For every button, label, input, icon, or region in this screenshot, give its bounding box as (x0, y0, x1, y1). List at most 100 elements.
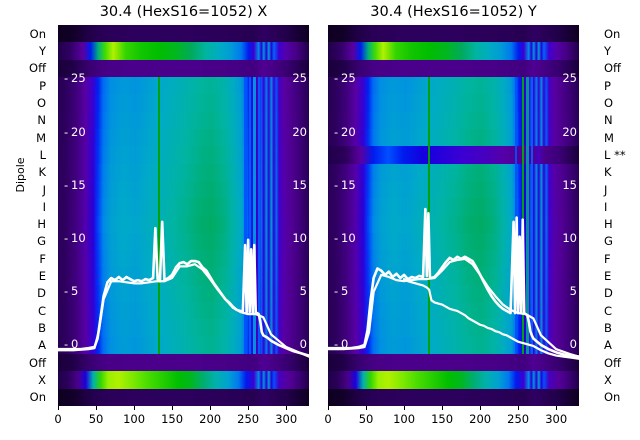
category-label-o-4: O (604, 95, 614, 110)
inner-y-tick-right-10: 10 (562, 230, 577, 245)
x-tick-label: 250 (507, 412, 530, 426)
category-label-f-13: F (604, 251, 611, 266)
category-label-g-12: G (37, 234, 46, 249)
heatmap-vertical-stripe-4 (257, 76, 261, 355)
x-tick-label: 150 (431, 412, 454, 426)
x-tick-mark (365, 406, 367, 410)
x-tick-50: 50 (81, 406, 111, 426)
heatmap-row-2 (58, 59, 309, 78)
inner-y-tick-left-10: -10 (64, 230, 86, 245)
inner-y-tick-left-25: -25 (64, 71, 86, 86)
x-tick-150: 150 (157, 406, 187, 426)
x-tick-100: 100 (119, 406, 149, 426)
x-tick-300: 300 (271, 406, 301, 426)
inner-y-tick-right-5: 5 (299, 283, 307, 298)
category-label-m-6: M (36, 130, 46, 145)
category-label-on-21: On (604, 390, 621, 405)
category-label-off-19: Off (604, 355, 621, 370)
category-label-n-5: N (604, 113, 613, 128)
category-label-n-5: N (37, 113, 46, 128)
overlay-curve-profile-x-2 (58, 263, 309, 358)
panel-title-y: 30.4 (HexS16=1052) Y (370, 4, 537, 20)
x-tick-mark (517, 406, 519, 410)
overlay-curves (58, 220, 309, 358)
category-label-b-17: B (604, 321, 612, 336)
overlay-curves (328, 207, 579, 360)
overlay-curve-profile-x-1 (58, 220, 309, 357)
overlay-curve-profile-y-low (402, 277, 579, 360)
inner-y-tick-left-15: -15 (334, 177, 356, 192)
x-tick-mark (285, 406, 287, 410)
category-axis-left: On Y Off P O N M L K J I H G F E D C B A Off X On (14, 25, 46, 405)
category-label-j-9: J (604, 182, 608, 197)
category-label-a-18: A (38, 338, 46, 353)
category-label-e-14: E (38, 269, 46, 284)
category-label-h-11: H (37, 217, 46, 232)
category-label-g-12: G (604, 234, 613, 249)
heatmap-row-1 (58, 42, 309, 61)
heatmap-row-0 (58, 25, 309, 43)
heatmap-vertical-stripe-2 (248, 76, 252, 355)
x-tick-mark (95, 406, 97, 410)
heatmap-vertical-stripe-3 (253, 76, 256, 355)
inner-y-tick-right-10: 10 (292, 230, 307, 245)
category-label-l-7: L (39, 147, 46, 162)
heatmap-vertical-stripe-3 (526, 76, 529, 355)
x-tick-mark (555, 406, 557, 410)
category-label-j-9: J (42, 182, 46, 197)
x-tick-label: 300 (545, 412, 568, 426)
x-tick-0: 0 (43, 406, 73, 426)
x-tick-label: 250 (237, 412, 260, 426)
inner-y-tick-right-15: 15 (562, 177, 577, 192)
inner-y-tick-right-5: 5 (569, 283, 577, 298)
category-label-d-15: D (604, 286, 613, 301)
x-tick-label: 100 (123, 412, 146, 426)
category-label-i-10: I (604, 199, 608, 214)
x-tick-200: 200 (465, 406, 495, 426)
heatmap-row-1 (328, 42, 579, 61)
category-label-x-20: X (38, 373, 46, 388)
x-axis-right: 0 50 100 150 200 250 300 (324, 406, 579, 440)
x-tick-mark (479, 406, 481, 410)
x-tick-label: 50 (88, 412, 104, 426)
inner-y-tick-left-15: -15 (64, 177, 86, 192)
category-label-off-2: Off (29, 61, 46, 76)
inner-y-tick-right-20: 20 (292, 124, 307, 139)
heatmap-row-20 (328, 371, 579, 390)
x-tick-50: 50 (351, 406, 381, 426)
category-label-c-16: C (37, 303, 46, 318)
heatmap-row-21 (58, 388, 309, 406)
category-label-y-1: Y (38, 43, 46, 58)
category-label-off-2: Off (604, 61, 621, 76)
x-tick-label: 300 (275, 412, 298, 426)
category-label-k-8: K (604, 165, 612, 180)
x-tick-mark (57, 406, 59, 410)
inner-y-tick-right-15: 15 (292, 177, 307, 192)
heatmap-vertical-stripe-4 (530, 76, 534, 355)
x-tick-100: 100 (389, 406, 419, 426)
inner-y-tick-right-25: 25 (562, 71, 577, 86)
inner-y-tick-left-20: -20 (334, 124, 356, 139)
x-tick-mark (171, 406, 173, 410)
heatmap-row-20 (58, 371, 309, 390)
inner-y-tick-right-0: 0 (299, 336, 307, 351)
heatmap-panel-y[interactable]: -0 0 -5 5 -10 10 -15 15 -20 20 -25 25 (328, 25, 579, 406)
inner-y-tick-left-20: -20 (64, 124, 86, 139)
x-tick-300: 300 (541, 406, 571, 426)
category-label-c-16: C (604, 303, 613, 318)
inner-y-tick-left-5: -5 (64, 283, 79, 298)
x-tick-mark (133, 406, 135, 410)
category-label-k-8: K (38, 165, 46, 180)
heatmap-panel-x[interactable]: -0 0 -5 5 -10 10 -15 15 -20 20 -25 25 (58, 25, 309, 406)
heatmap-row-0 (328, 25, 579, 43)
category-axis-right: On Y Off P O N M L ** K J I H G F E D C B A Off X On (604, 25, 636, 405)
category-label-f-13: F (39, 251, 46, 266)
x-tick-150: 150 (427, 406, 457, 426)
x-tick-mark (441, 406, 443, 410)
category-label-e-14: E (604, 269, 612, 284)
category-label-off-19: Off (29, 355, 46, 370)
category-label-on-0: On (29, 26, 46, 41)
heatmap-row-19 (328, 354, 579, 372)
overlay-curve-profile-y-2 (328, 257, 579, 358)
category-label-o-4: O (36, 95, 46, 110)
